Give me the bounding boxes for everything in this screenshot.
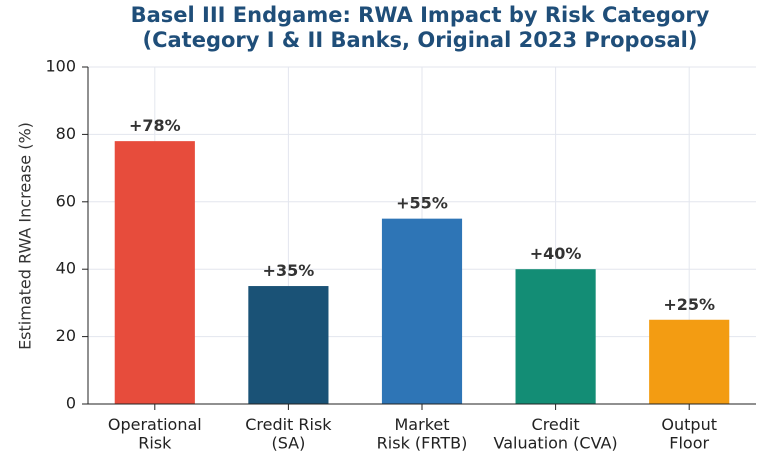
value-label: +35% [263, 261, 315, 280]
value-label: +78% [129, 116, 181, 135]
x-tick-label: Credit Risk (SA) [245, 415, 332, 452]
value-label: +25% [663, 295, 715, 314]
y-tick-label: 100 [45, 57, 76, 76]
y-tick-label: 20 [56, 326, 76, 345]
chart-title: Basel III Endgame: RWA Impact by Risk Ca… [131, 3, 710, 52]
x-tick-label: Market Risk (FRTB) [377, 415, 468, 452]
y-tick-label: 60 [56, 191, 76, 210]
value-label: +55% [396, 194, 448, 213]
x-tick-label: Credit Valuation (CVA) [494, 415, 618, 452]
y-tick-label: 80 [56, 124, 76, 143]
y-axis-label: Estimated RWA Increase (%) [16, 122, 35, 350]
y-tick-label: 40 [56, 259, 76, 278]
x-tick-label: Output Floor [661, 415, 717, 452]
bar [114, 141, 195, 404]
bar [649, 319, 730, 404]
y-tick-label: 0 [66, 394, 76, 413]
x-tick-label: Operational Risk [108, 415, 202, 452]
bar [381, 218, 463, 404]
bar [515, 269, 596, 404]
bar [248, 286, 329, 404]
value-label: +40% [530, 244, 582, 263]
